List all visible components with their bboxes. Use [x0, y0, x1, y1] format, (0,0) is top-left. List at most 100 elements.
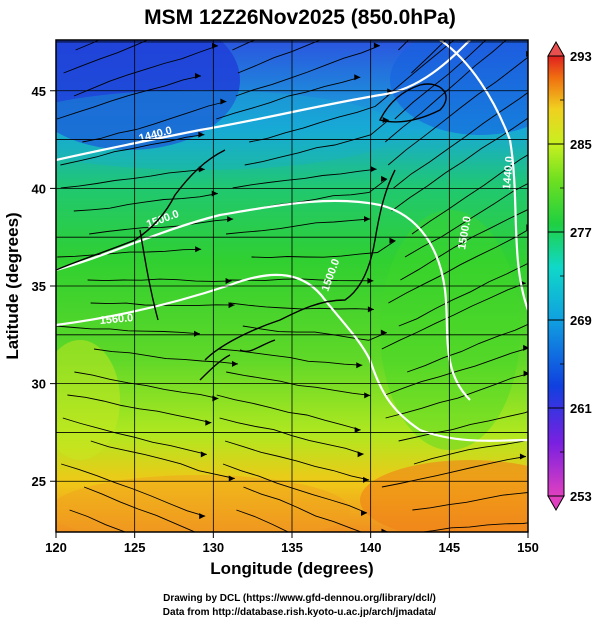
streamline	[216, 394, 361, 431]
streamline	[60, 168, 205, 189]
streamline	[60, 134, 205, 166]
streamline	[385, 347, 528, 396]
x-tick-label: 125	[124, 540, 146, 555]
streamline	[69, 509, 127, 532]
graticule	[55, 40, 529, 532]
y-axis-ticks: 25 30 35 40 45	[32, 84, 56, 489]
streamline-arrowhead	[194, 72, 201, 79]
streamline	[412, 492, 528, 511]
streamline-arrowhead	[370, 166, 377, 173]
streamline-arrowhead	[231, 360, 238, 367]
colorbar-tick-label: 269	[570, 313, 592, 328]
streamline-arrowhead	[225, 277, 232, 284]
x-tick-label: 135	[281, 540, 303, 555]
streamline	[249, 91, 394, 143]
streamline	[73, 193, 218, 212]
x-tick-label: 140	[360, 540, 382, 555]
streamline-arrowhead	[228, 302, 235, 309]
streamline-arrowhead	[526, 50, 528, 57]
colorbar-tick-label: 261	[570, 401, 592, 416]
streamline	[384, 40, 507, 143]
streamline-arrowhead	[381, 528, 388, 532]
streamline	[89, 218, 234, 235]
streamline	[57, 248, 202, 258]
streamline	[419, 522, 528, 532]
streamline	[394, 40, 487, 120]
streamline	[391, 117, 528, 212]
streamline-arrowhead	[537, 404, 543, 410]
y-tick-label: 35	[32, 279, 46, 294]
chart-title: MSM 12Z26Nov2025 (850.0hPa)	[144, 6, 456, 29]
streamline	[226, 371, 371, 396]
streamline-arrowhead	[532, 83, 538, 89]
streamline-arrowhead	[198, 131, 205, 138]
streamline	[232, 168, 377, 189]
streamline-arrowhead	[523, 370, 528, 377]
streamline-arrowhead	[364, 392, 371, 399]
colorbar-tick-label: 285	[570, 137, 592, 152]
streamline	[67, 394, 212, 424]
x-axis-label: Longitude (degrees)	[210, 559, 373, 578]
colorbar-max-arrow	[547, 40, 565, 57]
streamline-arrowhead	[220, 98, 227, 105]
streamline	[407, 323, 528, 373]
x-axis-ticks: 120 125 130 135 140 145 150	[45, 532, 539, 555]
streamline-arrowhead	[354, 427, 361, 434]
y-tick-label: 30	[32, 377, 46, 392]
streamline-arrowhead	[357, 451, 364, 458]
streamline	[244, 119, 389, 166]
credit-line-1: Drawing by DCL (https://www.gfd-dennou.o…	[163, 593, 436, 604]
streamline-arrowhead	[194, 330, 201, 337]
streamline	[393, 91, 528, 189]
streamline	[56, 325, 201, 335]
streamline-arrowhead	[373, 42, 380, 49]
streamline	[222, 463, 368, 514]
streamline	[63, 40, 149, 74]
streamline	[242, 325, 387, 341]
streamline-arrowhead	[199, 513, 206, 520]
streamline-arrowhead	[523, 18, 529, 24]
colorbar-tick-label: 277	[570, 225, 592, 240]
streamline-arrowhead	[374, 559, 380, 565]
streamline	[387, 56, 528, 166]
streamline-arrowhead	[530, 110, 536, 116]
streamline	[216, 76, 361, 120]
streamline	[413, 439, 528, 465]
contour-label: 1440.0	[501, 156, 516, 191]
streamline-arrowhead	[356, 362, 363, 369]
streamline	[381, 456, 526, 488]
streamline	[82, 101, 227, 143]
coastlines	[56, 83, 447, 381]
streamline	[385, 373, 528, 419]
contour-label: 1560.0	[99, 312, 134, 327]
colorbar-tick-label: 293	[570, 49, 592, 64]
streamline-arrowhead	[354, 74, 361, 81]
x-tick-label: 120	[45, 540, 67, 555]
streamline-arrowhead	[212, 395, 219, 402]
streamline-arrowhead	[538, 197, 544, 203]
colorbar-tick-label: 253	[570, 489, 592, 504]
colorbar-ticks: 293 285 277 269 261 253	[548, 49, 592, 504]
x-tick-label: 145	[438, 540, 460, 555]
streamline-arrowhead	[553, 515, 559, 521]
streamline-arrowhead	[200, 451, 207, 458]
credit-line-2: Data from http://database.rish.kyoto-u.a…	[162, 607, 437, 618]
colorbar: 293 285 277 269 261 253	[547, 40, 592, 512]
y-axis-label: Latitude (degrees)	[3, 212, 22, 359]
contour-label: 1500.0	[456, 215, 474, 250]
streamline	[61, 463, 206, 517]
y-tick-label: 25	[32, 474, 46, 489]
y-tick-label: 45	[32, 84, 46, 99]
streamline	[388, 229, 528, 304]
streamline-arrowhead	[228, 475, 235, 482]
colorbar-min-arrow	[547, 495, 565, 512]
streamline	[381, 282, 526, 350]
streamline	[73, 45, 219, 97]
streamline	[411, 40, 447, 74]
streamline-arrowhead	[519, 453, 526, 460]
streamline	[386, 40, 455, 97]
streamline-arrowhead	[227, 216, 234, 223]
streamline	[237, 40, 322, 74]
streamline	[411, 154, 528, 235]
streamline-arrowhead	[195, 246, 202, 253]
